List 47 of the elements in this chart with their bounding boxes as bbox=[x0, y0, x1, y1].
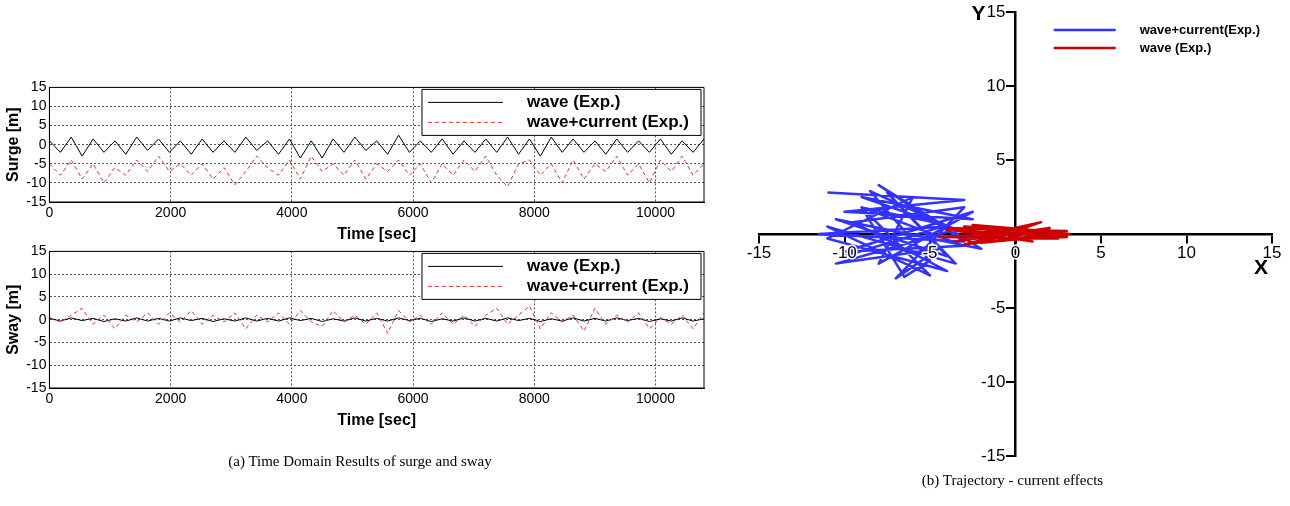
y-tick-label: 0 bbox=[38, 310, 47, 327]
x-tick-label: 4000 bbox=[276, 204, 308, 221]
x-tick-label: 10 bbox=[1177, 243, 1196, 263]
x-tick-label: 10000 bbox=[636, 204, 676, 221]
y-tick-label: 10 bbox=[30, 97, 47, 114]
y-tick-label: -15 bbox=[980, 445, 1006, 465]
line-series bbox=[49, 155, 704, 188]
x-tick-label: -15 bbox=[746, 243, 772, 263]
y-tick-label: 5 bbox=[996, 149, 1006, 169]
legend-label: wave+current (Exp.) bbox=[525, 276, 689, 296]
y-tick-label: -15 bbox=[26, 192, 47, 209]
line-series bbox=[49, 305, 704, 334]
y-axis-title: Sway [m] bbox=[4, 284, 22, 355]
y-tick-label: -10 bbox=[26, 173, 47, 190]
x-tick-label: 6000 bbox=[397, 204, 429, 221]
x-tick-label: 8000 bbox=[518, 204, 551, 221]
y-tick-label: 10 bbox=[30, 265, 47, 282]
y-tick-label: 10 bbox=[986, 75, 1006, 95]
legend-label: wave (Exp.) bbox=[1138, 39, 1212, 55]
y-tick-label: -5 bbox=[33, 333, 47, 350]
x-tick-label: 5 bbox=[1096, 243, 1106, 263]
x-tick-label: 2000 bbox=[155, 204, 187, 221]
text: (a) Time Domain Results of surge and sway bbox=[227, 453, 493, 470]
legend-label: wave+current(Exp.) bbox=[1138, 21, 1260, 37]
y-tick-label: -10 bbox=[980, 371, 1006, 391]
x-axis-title: Time [sec] bbox=[337, 410, 417, 428]
x-axis-title: Time [sec] bbox=[337, 224, 417, 242]
x-tick-label: 2000 bbox=[155, 390, 187, 407]
y-tick-label: -5 bbox=[990, 297, 1006, 317]
x-tick-label: 10000 bbox=[636, 390, 676, 407]
y-tick-label: -10 bbox=[26, 356, 47, 373]
legend-label: wave (Exp.) bbox=[525, 92, 621, 112]
y-tick-label: 0 bbox=[38, 135, 47, 152]
x-tick-label: 8000 bbox=[518, 390, 551, 407]
text: (b) Trajectory - current effects bbox=[920, 472, 1105, 489]
x-tick-label: 4000 bbox=[276, 390, 308, 407]
x-tick-label: 6000 bbox=[397, 390, 429, 407]
y-axis-title: Surge [m] bbox=[4, 107, 22, 183]
y-tick-label: 15 bbox=[986, 1, 1006, 21]
y-tick-label: -15 bbox=[26, 378, 47, 395]
y-tick-label: 5 bbox=[38, 287, 47, 304]
y-tick-label: 15 bbox=[30, 78, 47, 95]
legend-label: wave+current (Exp.) bbox=[525, 112, 689, 132]
y-tick-label: -5 bbox=[33, 154, 47, 171]
y-tick-label: 5 bbox=[38, 116, 47, 133]
legend-label: wave (Exp.) bbox=[525, 256, 621, 276]
y-axis-title: Y bbox=[971, 1, 986, 25]
